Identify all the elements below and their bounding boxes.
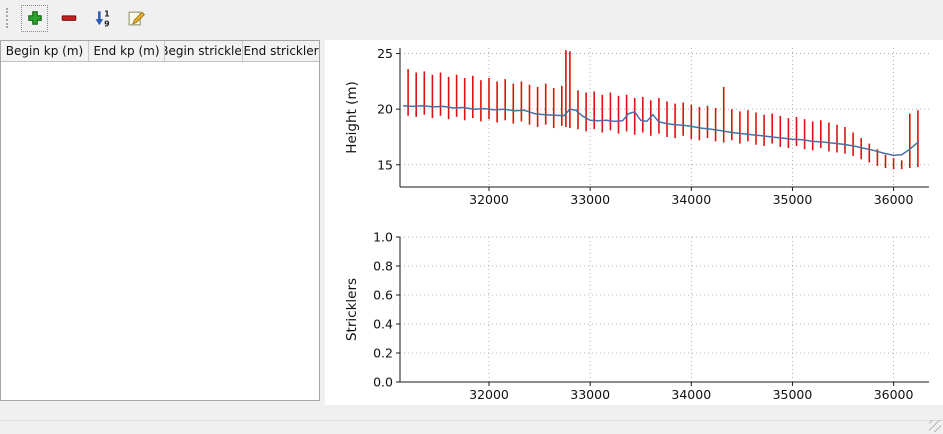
column-header-end-kp[interactable]: End kp (m) xyxy=(89,41,165,61)
svg-text:Stricklers: Stricklers xyxy=(344,278,360,341)
status-bar xyxy=(0,405,943,434)
svg-text:36000: 36000 xyxy=(874,387,914,402)
strickler-table: Begin kp (m) End kp (m) Begin strickler … xyxy=(0,40,320,401)
sort-button[interactable]: 1 9 xyxy=(89,5,116,32)
svg-text:35000: 35000 xyxy=(773,387,813,402)
stricklers-chart: 32000 33000 34000 35000 36000 0.0 0.2 0.4 0.6 0.8… xyxy=(325,221,943,404)
svg-text:0.4: 0.4 xyxy=(373,317,393,332)
svg-text:20: 20 xyxy=(377,102,393,117)
charts-panel: 32000 33000 34000 35000 36000 15 20 25 Height (m… xyxy=(325,40,943,405)
add-row-button[interactable] xyxy=(21,4,48,32)
main-area: Begin kp (m) End kp (m) Begin strickler … xyxy=(0,36,943,405)
svg-text:0.6: 0.6 xyxy=(373,288,393,303)
table-header-row: Begin kp (m) End kp (m) Begin strickler … xyxy=(1,41,319,62)
sort-digit-one: 1 xyxy=(104,9,110,18)
sort-numeric-icon: 1 9 xyxy=(95,9,110,28)
svg-text:33000: 33000 xyxy=(570,387,610,402)
toolbar-drag-handle[interactable] xyxy=(6,8,10,28)
column-header-begin-strickler[interactable]: Begin strickler xyxy=(165,41,243,61)
edit-icon xyxy=(128,11,146,25)
svg-text:1.0: 1.0 xyxy=(373,230,393,245)
table-body[interactable] xyxy=(1,62,319,400)
column-header-begin-kp[interactable]: Begin kp (m) xyxy=(1,41,89,61)
svg-text:35000: 35000 xyxy=(773,192,813,207)
status-area xyxy=(0,420,943,434)
column-header-end-strickler[interactable]: End strickler xyxy=(243,44,319,58)
svg-text:15: 15 xyxy=(377,157,393,172)
svg-text:34000: 34000 xyxy=(671,192,711,207)
toolbar: 1 9 xyxy=(0,0,943,36)
edit-button[interactable] xyxy=(123,5,150,32)
svg-text:0.0: 0.0 xyxy=(373,375,393,390)
svg-text:33000: 33000 xyxy=(570,192,610,207)
resize-grip[interactable] xyxy=(929,420,941,432)
svg-text:Height (m): Height (m) xyxy=(344,81,360,154)
minus-icon xyxy=(61,15,76,21)
height-chart: 32000 33000 34000 35000 36000 15 20 25 Height (m… xyxy=(325,40,943,221)
remove-row-button[interactable] xyxy=(55,5,82,32)
sort-digit-nine: 9 xyxy=(104,19,110,27)
svg-text:32000: 32000 xyxy=(469,192,509,207)
svg-text:32000: 32000 xyxy=(469,387,509,402)
svg-text:36000: 36000 xyxy=(874,192,914,207)
svg-text:0.2: 0.2 xyxy=(373,346,393,361)
svg-text:25: 25 xyxy=(377,46,393,61)
plus-icon xyxy=(27,11,42,25)
svg-text:0.8: 0.8 xyxy=(373,259,393,274)
svg-text:34000: 34000 xyxy=(671,387,711,402)
